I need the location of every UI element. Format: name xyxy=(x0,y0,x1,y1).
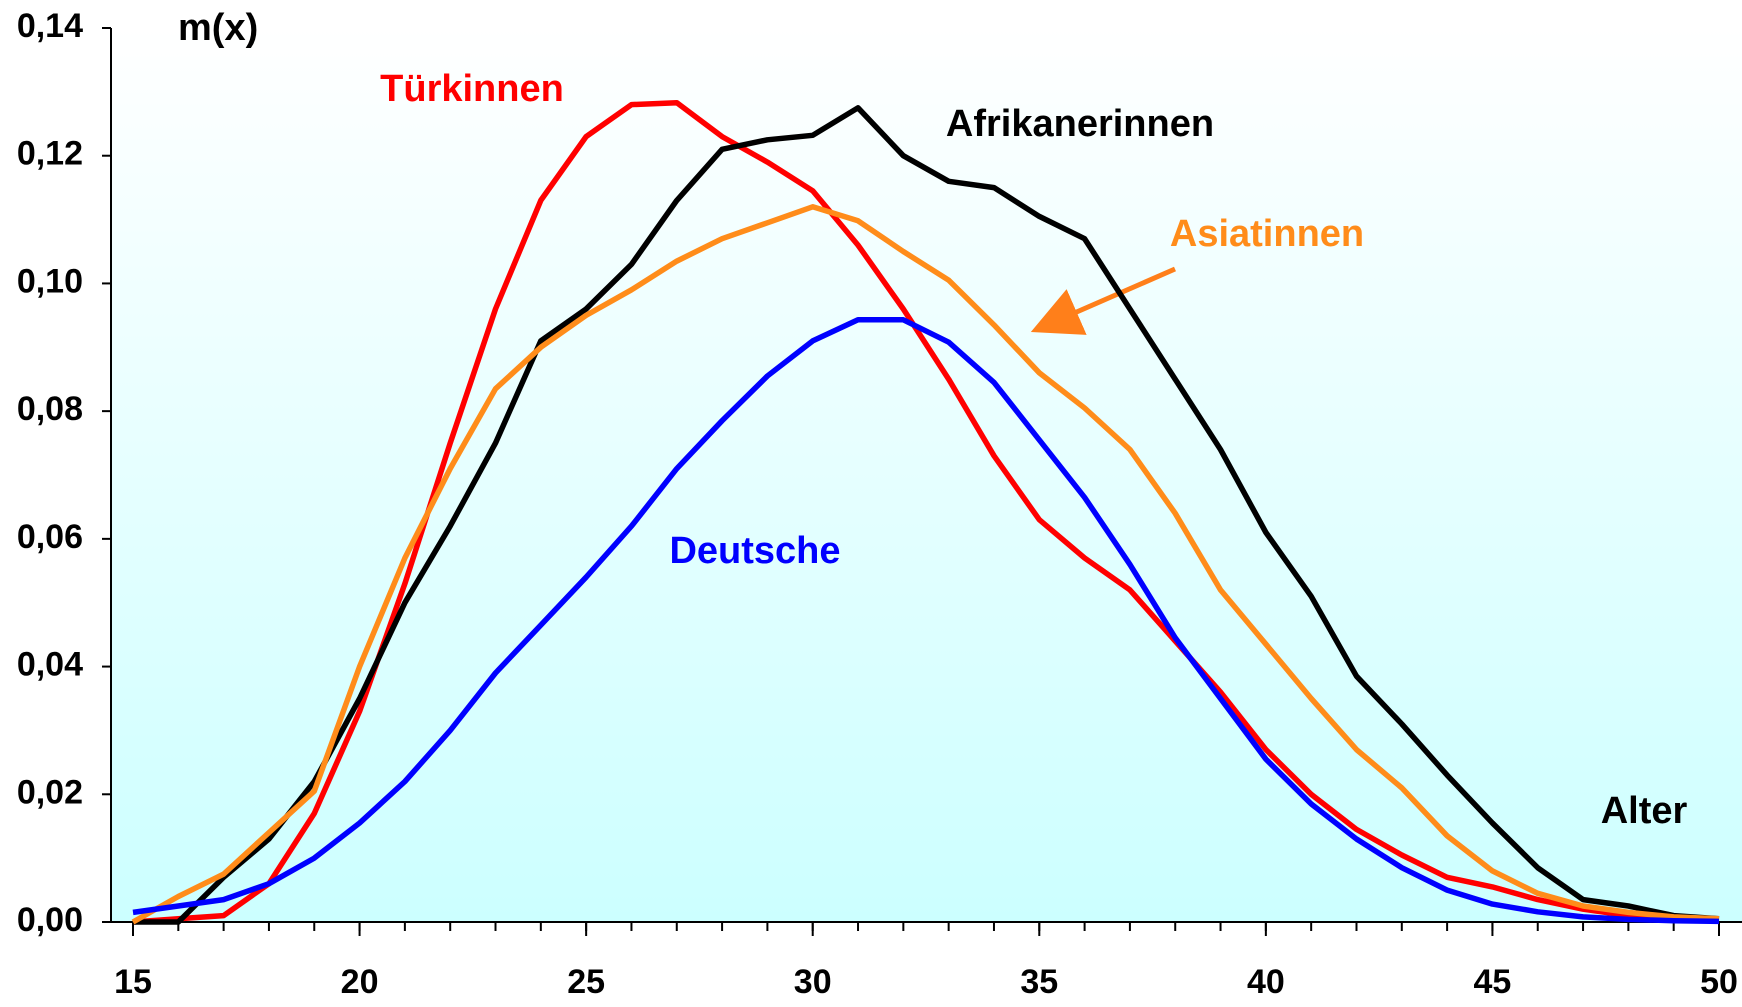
x-tick-label: 45 xyxy=(1474,963,1512,1001)
series-label: Türkinnen xyxy=(380,68,564,110)
series-label: Afrikanerinnen xyxy=(946,103,1214,145)
x-axis-label: Alter xyxy=(1601,790,1688,832)
series-line xyxy=(131,204,1720,925)
y-tick-label: 0,10 xyxy=(17,262,83,300)
x-tick-label: 30 xyxy=(794,963,832,1001)
x-tick-label: 35 xyxy=(1020,963,1058,1001)
y-tick-label: 0,02 xyxy=(17,773,83,811)
series-line xyxy=(132,317,1720,925)
series-line xyxy=(132,99,1720,925)
series-label: Asiatinnen xyxy=(1170,213,1364,255)
y-tick-label: 0,06 xyxy=(17,518,83,556)
y-axis-label: m(x) xyxy=(178,7,258,49)
y-tick-label: 0,00 xyxy=(17,901,83,939)
x-tick-label: 15 xyxy=(114,963,152,1001)
y-tick-label: 0,08 xyxy=(17,390,83,428)
annotation-arrow xyxy=(1030,266,1177,335)
y-tick-label: 0,14 xyxy=(17,7,83,45)
y-tick-label: 0,12 xyxy=(17,135,83,173)
x-tick-label: 40 xyxy=(1247,963,1285,1001)
x-tick-label: 25 xyxy=(567,963,605,1001)
x-tick-label: 20 xyxy=(341,963,379,1001)
series-label: Deutsche xyxy=(669,530,840,572)
x-tick-label: 50 xyxy=(1700,963,1738,1001)
series-line xyxy=(133,105,1720,925)
y-tick-label: 0,04 xyxy=(17,646,83,684)
plot-background xyxy=(111,28,1742,922)
